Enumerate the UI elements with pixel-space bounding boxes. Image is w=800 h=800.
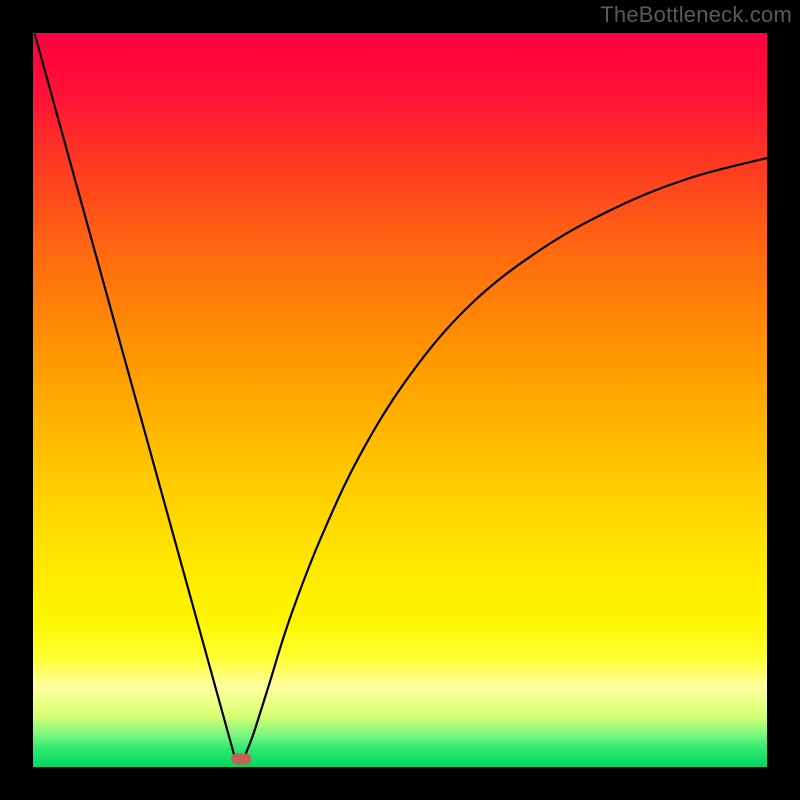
valley-marker	[231, 754, 251, 765]
plot-gradient-background	[33, 33, 767, 767]
watermark-text: TheBottleneck.com	[600, 2, 792, 28]
chart-container: TheBottleneck.com	[0, 0, 800, 800]
bottleneck-chart	[0, 0, 800, 800]
